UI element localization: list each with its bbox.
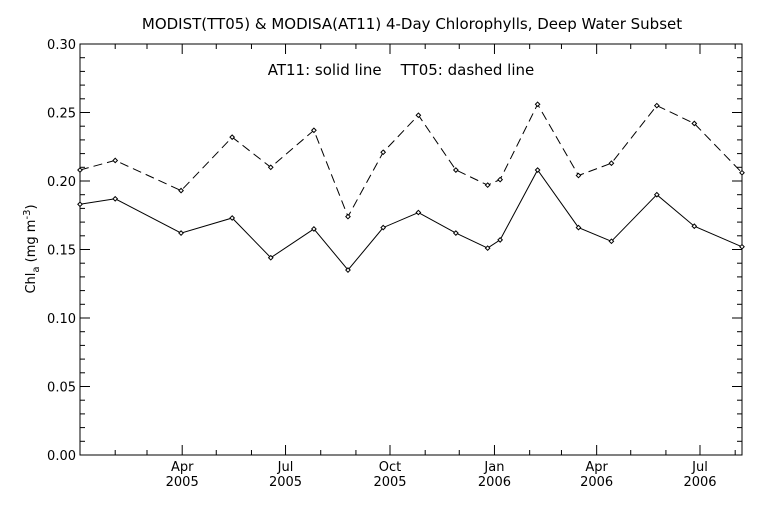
x-tick-label-month: Apr (171, 460, 194, 475)
data-point-solid (739, 243, 745, 250)
data-point-dashed (267, 164, 274, 171)
y-tick-label: 0.00 (47, 449, 76, 464)
data-point-dashed (608, 160, 615, 167)
data-point-dashed (229, 134, 236, 141)
data-point-solid (415, 209, 422, 216)
y-tick-label: 0.20 (47, 175, 76, 190)
x-tick-label-month: Oct (379, 460, 401, 475)
data-point-solid (452, 230, 459, 236)
x-tick-label-year: 2005 (373, 475, 406, 490)
data-point-dashed (575, 172, 582, 179)
data-point-dashed (112, 157, 119, 164)
y-axis-label-unit-sup: -3 (22, 210, 33, 220)
y-axis-label-unit-close: ) (24, 204, 39, 209)
y-tick-label: 0.10 (47, 312, 76, 327)
data-point-solid (575, 224, 582, 231)
data-point-dashed (452, 167, 459, 173)
data-point-solid (77, 201, 83, 208)
x-tick-label-year: 2006 (580, 475, 613, 490)
data-point-solid (497, 237, 504, 243)
x-tick-label-year: 2005 (269, 475, 302, 490)
data-point-dashed (653, 102, 660, 109)
x-tick-label-month: Jan (483, 460, 504, 475)
data-point-solid (691, 223, 698, 230)
plot-frame (79, 43, 743, 456)
data-point-dashed (497, 176, 504, 183)
chart-title: MODIST(TT05) & MODISA(AT11) 4-Day Chloro… (142, 15, 682, 33)
y-tick-label: 0.05 (47, 381, 76, 396)
data-point-dashed (534, 101, 541, 108)
data-point-dashed (311, 127, 317, 134)
data-point-solid (380, 224, 387, 231)
x-tick-label-year: 2006 (478, 475, 511, 490)
series-line-dashed (79, 103, 743, 218)
data-point-solid (484, 245, 491, 252)
data-point-solid (229, 215, 236, 221)
data-point-solid (178, 230, 184, 236)
data-point-dashed (345, 213, 351, 220)
data-point-dashed (380, 149, 387, 156)
axes: 0.000.050.100.150.200.250.30Apr2005Jul20… (47, 38, 743, 490)
data-point-solid (112, 195, 119, 202)
data-point-dashed (178, 187, 184, 194)
data-point-solid (534, 167, 541, 173)
series-line-solid (79, 169, 743, 271)
y-tick-label: 0.25 (47, 107, 76, 122)
x-tick-label-year: 2006 (683, 475, 716, 490)
data-point-dashed (484, 182, 491, 189)
x-tick-label-month: Apr (585, 460, 608, 475)
data-point-dashed (415, 112, 422, 119)
data-point-solid (653, 191, 660, 198)
series-layer (77, 101, 745, 273)
y-axis-label-main: Chl (24, 273, 39, 294)
y-tick-label: 0.15 (47, 244, 76, 259)
data-point-solid (267, 254, 274, 261)
x-tick-label-year: 2005 (166, 475, 199, 490)
data-point-dashed (77, 167, 83, 173)
line-style-annotation: AT11: solid line TT05: dashed line (268, 61, 535, 79)
data-point-solid (345, 267, 351, 273)
data-point-dashed (739, 169, 745, 176)
y-axis-label-unit: (mg m (24, 220, 39, 267)
y-tick-label: 0.30 (47, 38, 76, 53)
x-tick-label-month: Jul (277, 460, 294, 475)
data-point-dashed (691, 120, 698, 127)
x-tick-label-month: Jul (691, 460, 708, 475)
data-point-solid (311, 226, 317, 232)
y-axis-label-sub: a (31, 266, 42, 272)
data-point-solid (608, 238, 615, 245)
y-axis-label: Chla (mg m-3) (22, 204, 42, 293)
